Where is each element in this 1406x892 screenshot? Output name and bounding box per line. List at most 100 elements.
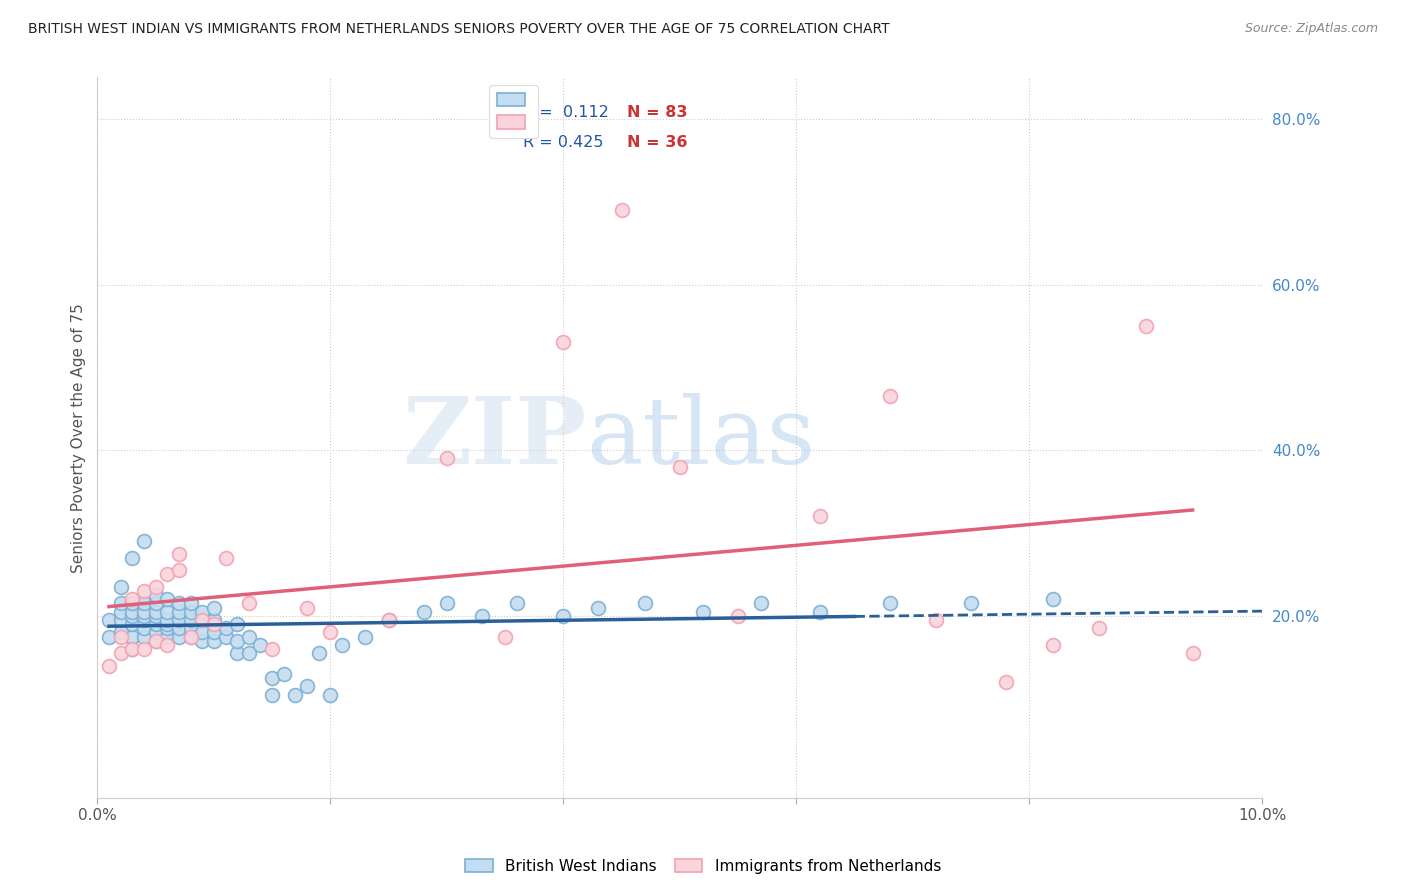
Point xyxy=(156,592,179,607)
Point xyxy=(1135,318,1157,333)
Point xyxy=(132,584,155,599)
Point xyxy=(167,563,190,577)
Point xyxy=(1042,592,1064,607)
Legend: British West Indians, Immigrants from Netherlands: British West Indians, Immigrants from Ne… xyxy=(458,853,948,880)
Point xyxy=(145,580,167,594)
Point xyxy=(121,605,143,619)
Point xyxy=(132,605,155,619)
Point xyxy=(121,596,143,610)
Point xyxy=(167,547,190,561)
Point xyxy=(751,596,773,610)
Point xyxy=(249,638,271,652)
Text: N = 36: N = 36 xyxy=(627,135,688,150)
Point xyxy=(167,596,190,610)
Point xyxy=(808,605,831,619)
Point xyxy=(354,630,377,644)
Point xyxy=(330,638,353,652)
Point xyxy=(284,688,307,702)
Text: BRITISH WEST INDIAN VS IMMIGRANTS FROM NETHERLANDS SENIORS POVERTY OVER THE AGE : BRITISH WEST INDIAN VS IMMIGRANTS FROM N… xyxy=(28,22,890,37)
Point xyxy=(238,630,260,644)
Point xyxy=(238,646,260,660)
Point xyxy=(214,621,236,635)
Point xyxy=(377,613,399,627)
Point xyxy=(995,675,1018,690)
Point xyxy=(1088,621,1111,635)
Point xyxy=(167,605,190,619)
Point xyxy=(308,646,330,660)
Point xyxy=(121,550,143,565)
Point xyxy=(553,608,575,623)
Point xyxy=(879,389,901,403)
Point xyxy=(191,613,214,627)
Point xyxy=(191,625,214,640)
Point xyxy=(167,630,190,644)
Point xyxy=(960,596,983,610)
Point xyxy=(156,630,179,644)
Point xyxy=(180,596,202,610)
Point xyxy=(202,625,225,640)
Point xyxy=(1181,646,1204,660)
Point xyxy=(156,617,179,632)
Point xyxy=(121,630,143,644)
Point xyxy=(879,596,901,610)
Point xyxy=(610,202,633,217)
Point xyxy=(202,617,225,632)
Text: atlas: atlas xyxy=(586,392,815,483)
Point xyxy=(588,600,610,615)
Text: R =  0.112: R = 0.112 xyxy=(523,104,609,120)
Point xyxy=(110,625,132,640)
Point xyxy=(110,580,132,594)
Point xyxy=(727,608,749,623)
Point xyxy=(319,625,342,640)
Point xyxy=(377,613,399,627)
Point xyxy=(98,658,121,673)
Point xyxy=(145,596,167,610)
Point xyxy=(132,621,155,635)
Point xyxy=(98,630,121,644)
Point xyxy=(1042,638,1064,652)
Point xyxy=(145,617,167,632)
Point xyxy=(132,642,155,657)
Legend: , : , xyxy=(489,85,538,138)
Point xyxy=(295,679,318,693)
Point xyxy=(167,613,190,627)
Point xyxy=(145,625,167,640)
Point xyxy=(167,621,190,635)
Point xyxy=(180,605,202,619)
Point xyxy=(145,633,167,648)
Point xyxy=(494,630,516,644)
Point xyxy=(132,596,155,610)
Point xyxy=(110,596,132,610)
Point xyxy=(925,613,948,627)
Point xyxy=(121,617,143,632)
Point xyxy=(156,605,179,619)
Point xyxy=(191,605,214,619)
Point xyxy=(692,605,714,619)
Text: N = 83: N = 83 xyxy=(627,104,688,120)
Point xyxy=(471,608,494,623)
Point xyxy=(226,646,249,660)
Point xyxy=(156,621,179,635)
Point xyxy=(238,596,260,610)
Point xyxy=(121,592,143,607)
Point xyxy=(132,608,155,623)
Point xyxy=(226,617,249,632)
Text: ZIP: ZIP xyxy=(402,392,586,483)
Point xyxy=(156,638,179,652)
Point xyxy=(145,605,167,619)
Text: Source: ZipAtlas.com: Source: ZipAtlas.com xyxy=(1244,22,1378,36)
Point xyxy=(202,613,225,627)
Point xyxy=(145,633,167,648)
Point xyxy=(110,646,132,660)
Point xyxy=(121,608,143,623)
Point xyxy=(436,596,458,610)
Point xyxy=(110,605,132,619)
Point xyxy=(295,600,318,615)
Point xyxy=(110,630,132,644)
Point xyxy=(121,642,143,657)
Point xyxy=(226,633,249,648)
Point xyxy=(436,451,458,466)
Point xyxy=(202,633,225,648)
Point xyxy=(145,588,167,602)
Point xyxy=(180,630,202,644)
